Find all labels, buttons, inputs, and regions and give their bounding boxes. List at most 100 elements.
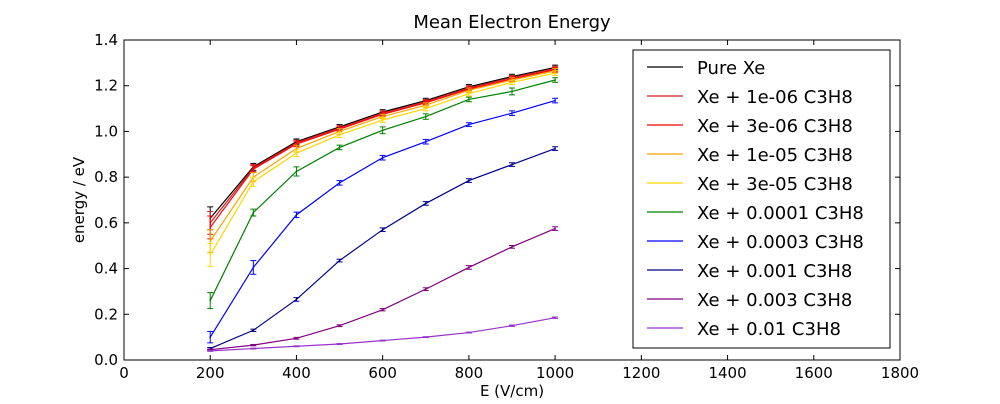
data-point	[511, 81, 513, 84]
data-point	[381, 119, 384, 121]
data-point	[252, 347, 255, 350]
y-tick-label: 1.0	[94, 122, 118, 140]
data-point	[209, 240, 212, 242]
legend-label: Xe + 0.001 C3H8	[697, 261, 852, 282]
data-point	[295, 214, 298, 216]
data-point	[554, 227, 556, 230]
series-0	[207, 64, 559, 231]
series-1	[207, 65, 559, 235]
data-point	[424, 202, 427, 205]
data-point	[338, 134, 341, 136]
data-point	[424, 140, 427, 143]
y-tick-label: 1.4	[94, 31, 118, 49]
data-point	[295, 170, 298, 173]
data-point	[209, 254, 212, 256]
x-tick-label: 1400	[708, 364, 746, 382]
data-point	[468, 98, 470, 101]
data-point	[381, 156, 384, 159]
data-point	[252, 168, 255, 170]
data-point	[511, 112, 513, 114]
data-point	[295, 337, 298, 340]
series-6	[207, 97, 559, 344]
series-8	[207, 226, 559, 351]
data-point	[381, 339, 384, 342]
legend-label: Xe + 0.0001 C3H8	[697, 203, 864, 224]
data-point	[338, 182, 341, 184]
data-point	[295, 345, 298, 348]
data-point	[295, 147, 298, 150]
data-point	[424, 288, 427, 290]
data-point	[468, 92, 470, 95]
data-point	[209, 336, 212, 338]
data-point	[381, 115, 384, 118]
data-point	[209, 226, 212, 229]
y-tick-label: 1.2	[94, 77, 118, 95]
chart-title: Mean Electron Energy	[413, 12, 611, 33]
data-point	[554, 99, 556, 102]
data-point	[511, 90, 513, 93]
data-point	[554, 72, 556, 74]
y-tick-label: 0.6	[94, 214, 118, 232]
data-point	[252, 211, 255, 214]
data-point	[295, 152, 298, 154]
data-point	[252, 180, 255, 183]
x-tick-label: 1200	[622, 364, 660, 382]
series-line	[210, 317, 556, 352]
series-3	[207, 68, 559, 254]
legend-label: Xe + 3e-05 C3H8	[697, 174, 853, 195]
x-tick-label: 1800	[881, 364, 919, 382]
y-tick-label: 0.8	[94, 168, 118, 186]
legend-label: Xe + 0.0003 C3H8	[697, 232, 864, 253]
data-point	[424, 115, 427, 118]
x-tick-label: 400	[282, 364, 311, 382]
x-tick-label: 1000	[536, 364, 574, 382]
x-tick-label: 200	[196, 364, 225, 382]
data-point	[381, 228, 384, 231]
legend-label: Xe + 3e-06 C3H8	[697, 116, 853, 137]
data-point	[381, 308, 384, 311]
series-line	[210, 228, 556, 351]
data-point	[381, 129, 384, 132]
data-point	[554, 147, 556, 150]
data-point	[468, 331, 470, 334]
data-point	[295, 143, 298, 145]
legend-label: Pure Xe	[697, 58, 765, 79]
data-point	[338, 259, 341, 262]
data-point	[252, 329, 255, 332]
data-point	[468, 89, 470, 92]
data-point	[424, 104, 427, 106]
legend-label: Xe + 1e-06 C3H8	[697, 87, 853, 108]
y-axis-label: energy / eV	[70, 156, 88, 243]
data-point	[468, 179, 470, 182]
data-point	[468, 266, 470, 269]
data-point	[511, 163, 513, 166]
x-tick-label: 0	[119, 364, 129, 382]
data-point	[468, 123, 470, 126]
x-tick-label: 1600	[795, 364, 833, 382]
data-point	[252, 266, 255, 269]
data-point	[424, 107, 427, 110]
legend-label: Xe + 1e-05 C3H8	[697, 145, 853, 166]
data-point	[252, 344, 255, 346]
plot-area: 0 200 400 600 800 1000 1200 1400 1600 1800 0.0 0.2 0…	[94, 31, 919, 382]
x-axis-label: E (V/cm)	[480, 382, 544, 400]
data-point	[338, 146, 341, 149]
axes-frame	[123, 39, 901, 361]
legend: Pure Xe Xe + 1e-06 C3H8 Xe + 3e-06 C3H8 Xe …	[632, 49, 891, 349]
series-line	[209, 99, 556, 338]
data-point	[554, 79, 556, 81]
y-tick-label: 0.4	[94, 260, 118, 278]
legend-label: Xe + 0.01 C3H8	[697, 319, 841, 340]
data-point	[424, 336, 427, 338]
legend-box	[632, 49, 891, 349]
data-point	[295, 298, 298, 301]
series-4	[207, 70, 559, 267]
y-tick-label: 0.0	[94, 351, 118, 369]
legend-label: Xe + 0.003 C3H8	[697, 290, 852, 311]
series-line	[209, 66, 556, 219]
data-point	[338, 343, 341, 345]
series-line	[209, 148, 556, 350]
y-tick-label: 0.2	[94, 305, 118, 323]
